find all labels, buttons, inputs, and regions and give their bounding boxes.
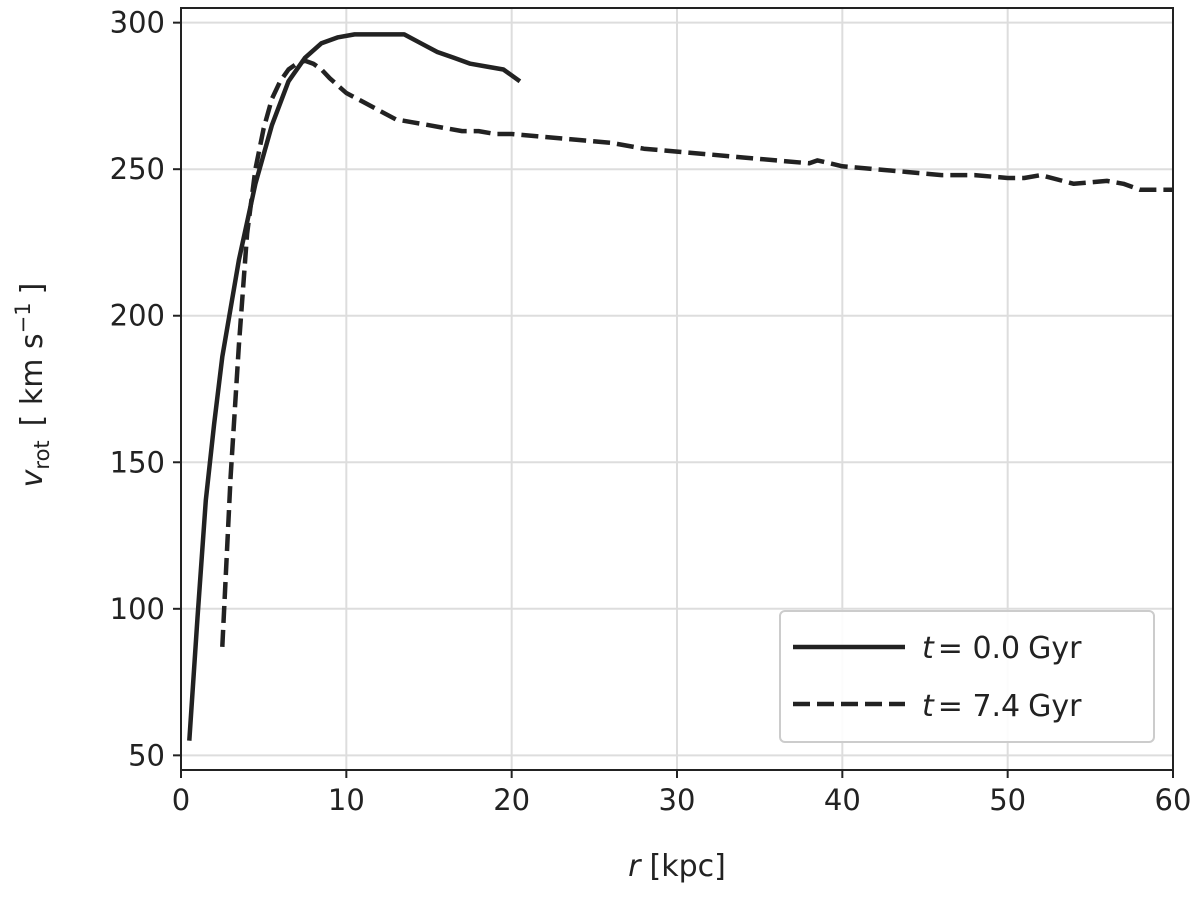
y-tick-label: 150 [110,445,165,479]
y-tick-label: 50 [128,738,165,772]
y-axis-label: vrot [ km s−1] [11,283,54,488]
x-tick-label: 30 [659,783,696,817]
series-line-solid [187,32,522,741]
legend-box [779,610,1155,743]
x-axis-symbol: r [628,849,642,884]
legend-entry-1-unit: Gyr [1028,631,1082,666]
legend-entry-2-var: t [922,689,935,724]
series-layer [187,32,1173,741]
x-axis-label: r [kpc] [628,849,726,884]
x-tick-label: 0 [172,783,190,817]
y-axis-unit-close: ] [15,283,50,295]
legend-entry-2-value: = 7.4 [938,689,1020,724]
legend: t = 0.0 Gyr t = 7.4 Gyr [779,610,1155,743]
x-tick-label: 40 [824,783,861,817]
y-tick-label: 300 [110,6,165,40]
series-line-dashed [220,58,1173,648]
legend-entry-2-unit: Gyr [1028,689,1082,724]
y-axis-symbol: v [15,468,50,487]
x-axis-unit: [kpc] [650,849,726,884]
y-tick-label: 250 [110,152,165,186]
x-tick-label: 60 [1155,783,1192,817]
y-axis-unit-exponent: −1 [11,302,35,333]
x-tick-label: 50 [989,783,1026,817]
legend-entry-2: t = 7.4 Gyr [922,689,1082,724]
x-tick-label: 10 [328,783,365,817]
legend-entry-1-var: t [922,631,935,666]
legend-entry-1: t = 0.0 Gyr [922,631,1082,666]
y-axis-subscript: rot [30,440,54,469]
legend-entry-1-value: = 0.0 [938,631,1020,666]
y-axis-unit-open: [ km s [15,333,50,426]
x-tick-label: 20 [493,783,530,817]
axis-ticks: 0 10 20 30 40 50 60 50 100 150 200 250 300 [110,6,1192,817]
y-tick-label: 200 [110,299,165,333]
y-tick-label: 100 [110,592,165,626]
